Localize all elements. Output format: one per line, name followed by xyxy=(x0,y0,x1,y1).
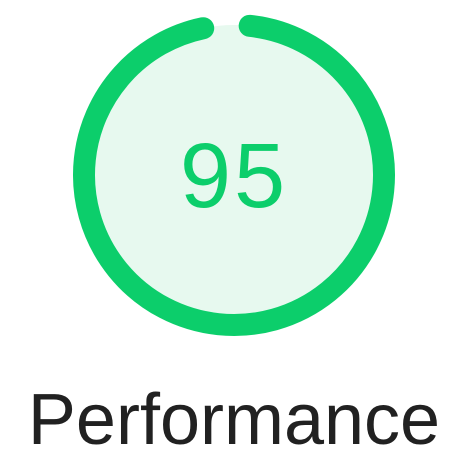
score-value: 95 xyxy=(179,125,289,227)
category-label: Performance xyxy=(27,380,441,460)
performance-gauge: 95 xyxy=(73,14,395,336)
gauge-svg xyxy=(73,14,395,336)
gauge-background xyxy=(84,25,384,325)
gauge-arc xyxy=(73,14,395,336)
